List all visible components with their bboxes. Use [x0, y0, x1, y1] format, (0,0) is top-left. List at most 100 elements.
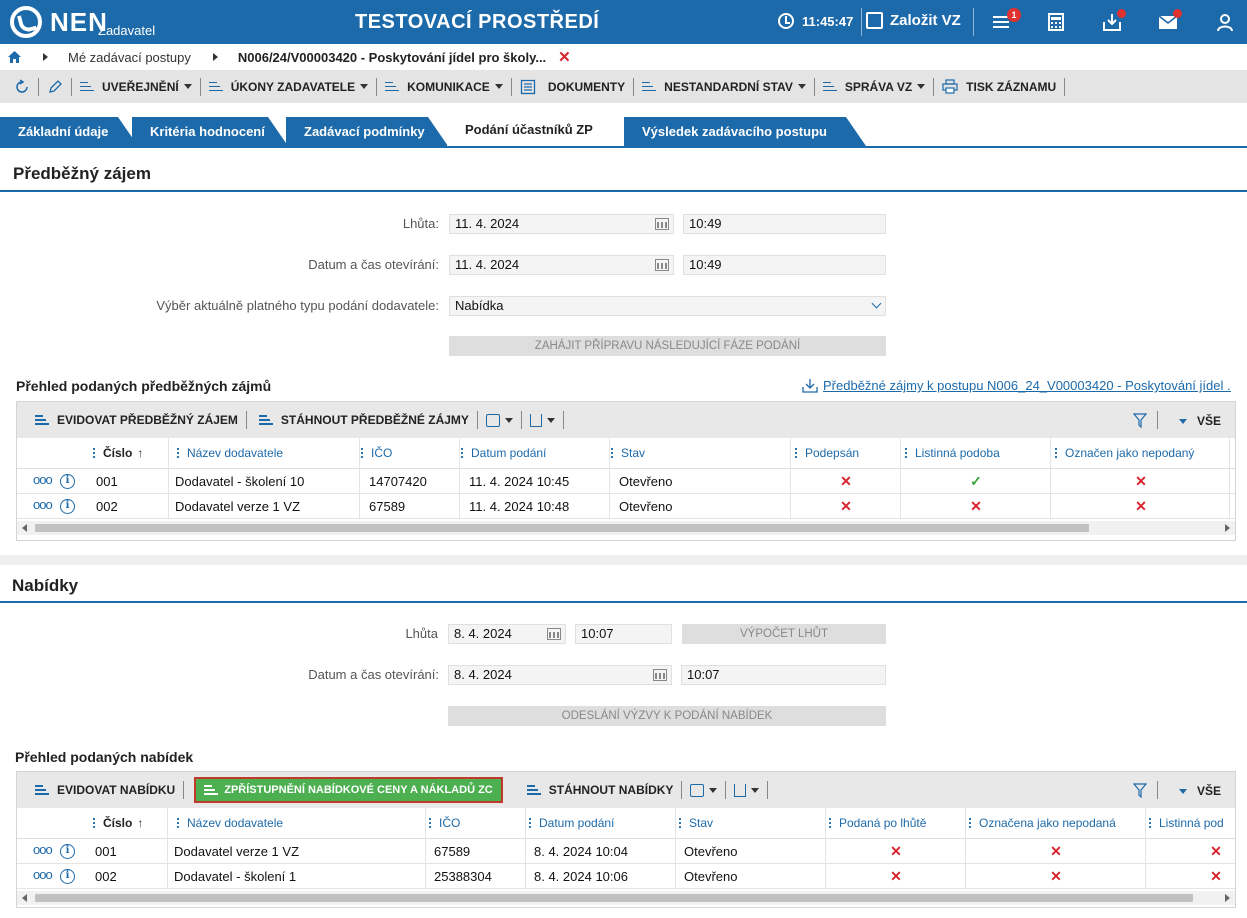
calendar-icon[interactable]: [655, 218, 669, 230]
column-header-listinna[interactable]: Listinná podoba: [905, 438, 1050, 469]
scroll-right-icon[interactable]: [1225, 894, 1230, 902]
column-header-nepodana[interactable]: Označena jako nepodaná: [969, 808, 1144, 839]
menu-ukony-zadavatele[interactable]: ÚKONY ZADAVATELE: [201, 70, 376, 103]
export-menu-button[interactable]: [726, 772, 767, 808]
more-actions-icon[interactable]: ooo: [33, 472, 53, 487]
column-header-datum[interactable]: Datum podání: [529, 808, 674, 839]
menu-sprava-vz[interactable]: SPRÁVA VZ: [815, 70, 933, 103]
menu-tisk-zaznamu[interactable]: TISK ZÁZNAMU: [934, 70, 1064, 103]
nabidky-lhuta-time-field[interactable]: 10:07: [575, 624, 672, 644]
table-row[interactable]: ooo i 001 Dodavatel - školení 10 1470742…: [17, 469, 1235, 494]
typ-podani-select[interactable]: Nabídka: [449, 296, 886, 316]
cell-ico: 14707420: [369, 474, 427, 489]
menu-icon[interactable]: [992, 12, 1012, 32]
stahnout-predbezne-button[interactable]: STÁHNOUT PŘEDBĚŽNÉ ZÁJMY: [247, 402, 477, 438]
column-header-stav[interactable]: Stav: [611, 438, 786, 469]
vse-dropdown[interactable]: VŠE: [1174, 784, 1221, 798]
user-icon[interactable]: [1215, 12, 1235, 32]
refresh-button[interactable]: [0, 70, 38, 103]
home-icon[interactable]: [8, 51, 21, 63]
scroll-thumb[interactable]: [35, 894, 1193, 902]
horizontal-scrollbar[interactable]: [17, 521, 1235, 535]
new-vz-button[interactable]: Založit VZ: [866, 12, 961, 29]
info-icon[interactable]: i: [60, 499, 75, 514]
odeslani-vyzvy-button[interactable]: ODESLÁNÍ VÝZVY K PODÁNÍ NABÍDEK: [448, 706, 886, 726]
menu-uverejneni[interactable]: UVEŘEJNĚNÍ: [72, 70, 200, 103]
more-actions-icon[interactable]: ooo: [33, 497, 53, 512]
breadcrumb-current[interactable]: N006/24/V00003420 - Poskytování jídel pr…: [237, 49, 547, 65]
nen-logo[interactable]: NEN: [10, 5, 108, 39]
cell-datum: 11. 4. 2024 10:45: [469, 474, 570, 489]
list-icon: [35, 784, 49, 796]
menu-nestandardni-stav[interactable]: NESTANDARDNÍ STAV: [634, 70, 814, 103]
mail-icon[interactable]: [1158, 12, 1178, 32]
column-header-stav[interactable]: Stav: [679, 808, 819, 839]
otevirani-time-field[interactable]: 10:49: [683, 255, 886, 275]
info-icon[interactable]: i: [60, 869, 75, 884]
filter-icon[interactable]: [1133, 783, 1147, 798]
zahajit-pripravu-button[interactable]: ZAHÁJIT PŘÍPRAVU NÁSLEDUJÍCÍ FÁZE PODÁNÍ: [449, 336, 886, 356]
predbezne-zajmy-link[interactable]: Předběžné zájmy k postupu N006_24_V00003…: [823, 378, 1231, 393]
table-row[interactable]: ooo i 002 Dodavatel - školení 1 25388304…: [17, 864, 1235, 889]
column-header-podepsan[interactable]: Podepsán: [795, 438, 900, 469]
column-header-listinna[interactable]: Listinná pod: [1149, 808, 1235, 839]
calendar-icon[interactable]: [547, 628, 561, 640]
vse-label: VŠE: [1197, 784, 1222, 798]
lhuta-time-field[interactable]: 10:49: [683, 214, 886, 234]
otevirani-date-field[interactable]: 11. 4. 2024: [449, 255, 674, 275]
scroll-right-icon[interactable]: [1225, 524, 1230, 532]
horizontal-scrollbar[interactable]: [17, 891, 1235, 905]
print-menu-button[interactable]: [478, 402, 521, 438]
stahnout-nabidky-label: STÁHNOUT NABÍDKY: [548, 783, 674, 797]
tab-zadavaci-podminky[interactable]: Zadávací podmínky: [286, 117, 448, 146]
nabidky-otevirani-date-field[interactable]: 8. 4. 2024: [448, 665, 672, 685]
calendar-icon[interactable]: [655, 259, 669, 271]
column-header-ico[interactable]: IČO: [429, 808, 524, 839]
edit-button[interactable]: [39, 70, 71, 103]
info-icon[interactable]: i: [60, 474, 75, 489]
more-actions-icon[interactable]: ooo: [33, 867, 53, 882]
more-actions-icon[interactable]: ooo: [33, 842, 53, 857]
print-menu-button[interactable]: [682, 772, 725, 808]
tab-zakladni-udaje[interactable]: Základní údaje: [0, 117, 138, 146]
breadcrumb-my-procedures[interactable]: Mé zadávací postupy: [68, 49, 191, 65]
tab-kriteria-hodnoceni[interactable]: Kritéria hodnocení: [132, 117, 288, 146]
new-vz-label: Založit VZ: [890, 12, 961, 29]
lhuta-date-field[interactable]: 11. 4. 2024: [449, 214, 674, 234]
filter-icon[interactable]: [1133, 413, 1147, 428]
scroll-left-icon[interactable]: [22, 894, 27, 902]
tab-podani-ucastniku[interactable]: Podání účastníků ZP: [447, 115, 625, 146]
info-icon[interactable]: i: [60, 844, 75, 859]
lhuta-date-value: 11. 4. 2024: [455, 216, 520, 231]
menu-komunikace[interactable]: KOMUNIKACE: [377, 70, 511, 103]
column-header-cislo[interactable]: Číslo ↑: [93, 438, 143, 469]
column-header-po-lhute[interactable]: Podaná po lhůtě: [829, 808, 964, 839]
column-header-nazev[interactable]: Název dodavatele: [177, 438, 357, 469]
zpristupneni-ceny-button[interactable]: ZPŘÍSTUPNĚNÍ NABÍDKOVÉ CENY A NÁKLADŮ ZC: [194, 777, 503, 803]
stahnout-nabidky-button[interactable]: STÁHNOUT NABÍDKY: [513, 772, 682, 808]
menu-dokumenty[interactable]: DOKUMENTY: [512, 70, 633, 103]
table-row[interactable]: ooo i 002 Dodavatel verze 1 VZ 67589 11.…: [17, 494, 1235, 519]
close-icon[interactable]: ✕: [558, 49, 571, 66]
column-header-datum[interactable]: Datum podání: [461, 438, 606, 469]
column-header-nazev[interactable]: Název dodavatele: [177, 808, 417, 839]
calculator-icon[interactable]: [1046, 12, 1066, 32]
column-header-nepodany[interactable]: Označen jako nepodaný: [1055, 438, 1230, 469]
scroll-thumb[interactable]: [35, 524, 1089, 532]
vypocet-lhut-button[interactable]: VÝPOČET LHŮT: [682, 624, 886, 644]
column-header-cislo[interactable]: Číslo ↑: [93, 808, 143, 839]
scroll-left-icon[interactable]: [22, 524, 27, 532]
tab-vysledek[interactable]: Výsledek zadávacího postupu: [624, 117, 866, 146]
evidovat-predbezny-button[interactable]: EVIDOVAT PŘEDBĚŽNÝ ZÁJEM: [17, 402, 246, 438]
export-menu-button[interactable]: [522, 402, 563, 438]
cross-icon: ✕: [890, 868, 902, 884]
calendar-icon[interactable]: [653, 669, 667, 681]
column-header-ico[interactable]: IČO: [361, 438, 456, 469]
vse-dropdown[interactable]: VŠE: [1174, 414, 1221, 428]
evidovat-nabidku-button[interactable]: EVIDOVAT NABÍDKU: [17, 772, 183, 808]
table-row[interactable]: ooo i 001 Dodavatel verze 1 VZ 67589 8. …: [17, 839, 1235, 864]
inbox-icon[interactable]: [1102, 12, 1122, 32]
nabidky-lhuta-date-field[interactable]: 8. 4. 2024: [448, 624, 566, 644]
nabidky-otevirani-time-field[interactable]: 10:07: [681, 665, 886, 685]
list-icon: [80, 81, 94, 93]
